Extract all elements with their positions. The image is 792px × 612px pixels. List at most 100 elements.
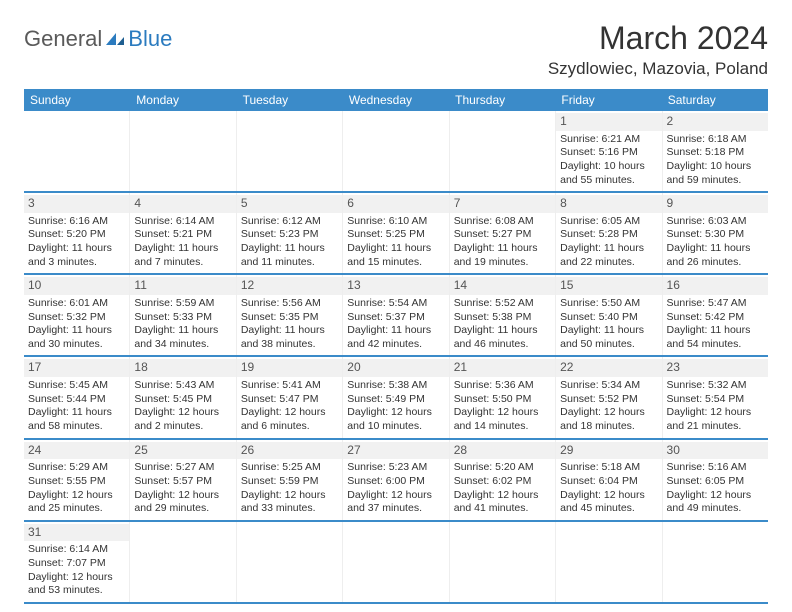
sunset-line: Sunset: 5:45 PM [134, 393, 231, 407]
calendar-day: 28Sunrise: 5:20 AMSunset: 6:02 PMDayligh… [450, 440, 556, 520]
daylight-line: Daylight: 11 hours and 46 minutes. [454, 324, 551, 351]
daylight-line: Daylight: 12 hours and 25 minutes. [28, 489, 125, 516]
calendar-day: 3Sunrise: 6:16 AMSunset: 5:20 PMDaylight… [24, 193, 130, 273]
day-number: 27 [343, 442, 448, 460]
day-number: 31 [24, 524, 129, 542]
calendar-day: 9Sunrise: 6:03 AMSunset: 5:30 PMDaylight… [663, 193, 768, 273]
calendar-day: 30Sunrise: 5:16 AMSunset: 6:05 PMDayligh… [663, 440, 768, 520]
calendar-day: . [24, 111, 130, 191]
day-number: 19 [237, 359, 342, 377]
sunrise-line: Sunrise: 5:45 AM [28, 379, 125, 393]
day-number: 21 [450, 359, 555, 377]
sunrise-line: Sunrise: 5:50 AM [560, 297, 657, 311]
day-number: 16 [663, 277, 768, 295]
weekday-header: Monday [130, 89, 236, 111]
daylight-line: Daylight: 11 hours and 7 minutes. [134, 242, 231, 269]
day-number: 5 [237, 195, 342, 213]
sunset-line: Sunset: 5:33 PM [134, 311, 231, 325]
day-number: 25 [130, 442, 235, 460]
daylight-line: Daylight: 12 hours and 29 minutes. [134, 489, 231, 516]
day-number: 14 [450, 277, 555, 295]
sunset-line: Sunset: 5:21 PM [134, 228, 231, 242]
daylight-line: Daylight: 12 hours and 10 minutes. [347, 406, 444, 433]
day-number: 10 [24, 277, 129, 295]
calendar-day: . [556, 522, 662, 602]
sunrise-line: Sunrise: 5:34 AM [560, 379, 657, 393]
sunset-line: Sunset: 5:16 PM [560, 146, 657, 160]
daylight-line: Daylight: 12 hours and 33 minutes. [241, 489, 338, 516]
weekday-header: Tuesday [237, 89, 343, 111]
day-number: 23 [663, 359, 768, 377]
calendar-day: . [237, 111, 343, 191]
sunrise-line: Sunrise: 5:43 AM [134, 379, 231, 393]
sunset-line: Sunset: 5:54 PM [667, 393, 764, 407]
sunrise-line: Sunrise: 5:52 AM [454, 297, 551, 311]
sail-icon [104, 31, 126, 47]
daylight-line: Daylight: 11 hours and 58 minutes. [28, 406, 125, 433]
sunset-line: Sunset: 5:47 PM [241, 393, 338, 407]
sunrise-line: Sunrise: 5:54 AM [347, 297, 444, 311]
weekday-header: Wednesday [343, 89, 449, 111]
daylight-line: Daylight: 12 hours and 2 minutes. [134, 406, 231, 433]
sunrise-line: Sunrise: 6:10 AM [347, 215, 444, 229]
calendar-day: 10Sunrise: 6:01 AMSunset: 5:32 PMDayligh… [24, 275, 130, 355]
sunrise-line: Sunrise: 6:03 AM [667, 215, 764, 229]
calendar-day: . [343, 111, 449, 191]
daylight-line: Daylight: 11 hours and 11 minutes. [241, 242, 338, 269]
day-number: 28 [450, 442, 555, 460]
calendar: SundayMondayTuesdayWednesdayThursdayFrid… [24, 89, 768, 604]
daylight-line: Daylight: 12 hours and 21 minutes. [667, 406, 764, 433]
day-number: 11 [130, 277, 235, 295]
sunset-line: Sunset: 5:20 PM [28, 228, 125, 242]
calendar-day: 16Sunrise: 5:47 AMSunset: 5:42 PMDayligh… [663, 275, 768, 355]
sunrise-line: Sunrise: 5:41 AM [241, 379, 338, 393]
calendar-day: 17Sunrise: 5:45 AMSunset: 5:44 PMDayligh… [24, 357, 130, 437]
sunset-line: Sunset: 5:18 PM [667, 146, 764, 160]
day-number: 30 [663, 442, 768, 460]
sunset-line: Sunset: 5:49 PM [347, 393, 444, 407]
sunset-line: Sunset: 5:50 PM [454, 393, 551, 407]
sunset-line: Sunset: 5:27 PM [454, 228, 551, 242]
weekday-header: Saturday [662, 89, 768, 111]
day-number: 15 [556, 277, 661, 295]
calendar-day: 24Sunrise: 5:29 AMSunset: 5:55 PMDayligh… [24, 440, 130, 520]
calendar-day: 4Sunrise: 6:14 AMSunset: 5:21 PMDaylight… [130, 193, 236, 273]
logo: General Blue [24, 20, 172, 52]
calendar-day: 14Sunrise: 5:52 AMSunset: 5:38 PMDayligh… [450, 275, 556, 355]
sunrise-line: Sunrise: 5:36 AM [454, 379, 551, 393]
daylight-line: Daylight: 11 hours and 42 minutes. [347, 324, 444, 351]
daylight-line: Daylight: 10 hours and 55 minutes. [560, 160, 657, 187]
calendar-day: 6Sunrise: 6:10 AMSunset: 5:25 PMDaylight… [343, 193, 449, 273]
sunset-line: Sunset: 7:07 PM [28, 557, 125, 571]
sunrise-line: Sunrise: 5:38 AM [347, 379, 444, 393]
calendar-day: 21 Sunrise: 5:36 AMSunset: 5:50 PMDayligh… [450, 357, 556, 437]
calendar-day: . [450, 111, 556, 191]
day-number: 26 [237, 442, 342, 460]
daylight-line: Daylight: 11 hours and 3 minutes. [28, 242, 125, 269]
sunset-line: Sunset: 5:23 PM [241, 228, 338, 242]
sunrise-line: Sunrise: 5:16 AM [667, 461, 764, 475]
sunset-line: Sunset: 5:40 PM [560, 311, 657, 325]
day-number: 1 [556, 113, 661, 131]
day-number: 12 [237, 277, 342, 295]
sunrise-line: Sunrise: 6:18 AM [667, 133, 764, 147]
sunrise-line: Sunrise: 6:08 AM [454, 215, 551, 229]
sunset-line: Sunset: 5:30 PM [667, 228, 764, 242]
week-row: 17Sunrise: 5:45 AMSunset: 5:44 PMDayligh… [24, 357, 768, 439]
weekday-header: Sunday [24, 89, 130, 111]
daylight-line: Daylight: 11 hours and 19 minutes. [454, 242, 551, 269]
day-number: 13 [343, 277, 448, 295]
sunset-line: Sunset: 6:00 PM [347, 475, 444, 489]
day-number: 24 [24, 442, 129, 460]
daylight-line: Daylight: 12 hours and 14 minutes. [454, 406, 551, 433]
sunset-line: Sunset: 5:44 PM [28, 393, 125, 407]
weekday-header-row: SundayMondayTuesdayWednesdayThursdayFrid… [24, 89, 768, 111]
sunset-line: Sunset: 5:35 PM [241, 311, 338, 325]
sunset-line: Sunset: 6:02 PM [454, 475, 551, 489]
location-text: Szydlowiec, Mazovia, Poland [548, 59, 768, 79]
calendar-day: 31Sunrise: 6:14 AMSunset: 7:07 PMDayligh… [24, 522, 130, 602]
daylight-line: Daylight: 12 hours and 18 minutes. [560, 406, 657, 433]
calendar-day: 15Sunrise: 5:50 AMSunset: 5:40 PMDayligh… [556, 275, 662, 355]
title-block: March 2024 Szydlowiec, Mazovia, Poland [548, 20, 768, 79]
daylight-line: Daylight: 11 hours and 15 minutes. [347, 242, 444, 269]
